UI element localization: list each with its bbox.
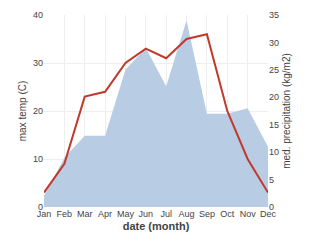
svg-text:0: 0 <box>269 202 274 212</box>
svg-text:30: 30 <box>33 58 43 68</box>
svg-text:15: 15 <box>269 120 279 130</box>
svg-text:Jun: Jun <box>139 209 154 219</box>
svg-text:May: May <box>117 209 135 219</box>
svg-text:Mar: Mar <box>77 209 93 219</box>
svg-text:10: 10 <box>33 154 43 164</box>
svg-text:Sep: Sep <box>199 209 215 219</box>
svg-text:med. precipitation (kg/m2): med. precipitation (kg/m2) <box>281 53 292 169</box>
svg-text:10: 10 <box>269 147 279 157</box>
svg-text:25: 25 <box>269 65 279 75</box>
svg-text:max temp (C): max temp (C) <box>17 81 28 142</box>
svg-text:Nov: Nov <box>240 209 257 219</box>
svg-text:Jul: Jul <box>160 209 172 219</box>
svg-text:Oct: Oct <box>220 209 235 219</box>
svg-text:20: 20 <box>33 106 43 116</box>
svg-text:Jan: Jan <box>37 209 52 219</box>
svg-text:40: 40 <box>33 10 43 20</box>
svg-text:Aug: Aug <box>179 209 195 219</box>
svg-text:Apr: Apr <box>98 209 112 219</box>
svg-text:Dec: Dec <box>260 209 277 219</box>
svg-text:20: 20 <box>269 92 279 102</box>
svg-text:0: 0 <box>38 202 43 212</box>
svg-text:30: 30 <box>269 38 279 48</box>
svg-text:5: 5 <box>269 175 274 185</box>
svg-text:Feb: Feb <box>57 209 73 219</box>
svg-text:date (month): date (month) <box>123 220 190 232</box>
svg-text:35: 35 <box>269 10 279 20</box>
